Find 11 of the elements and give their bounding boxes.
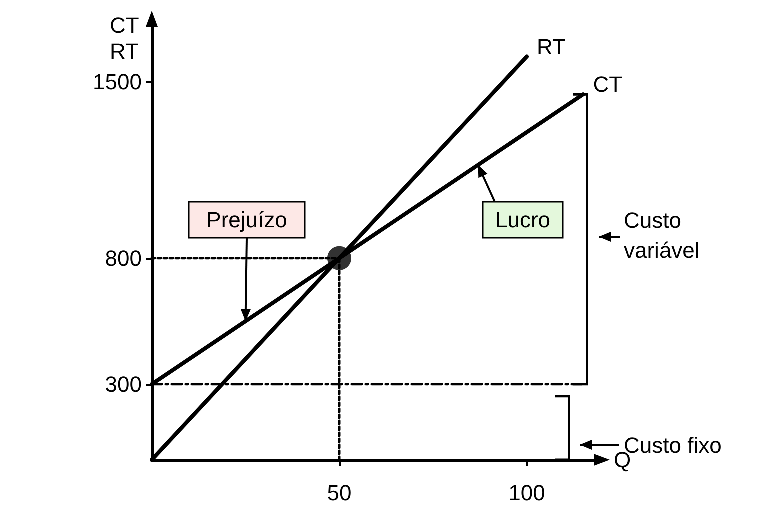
annotation: Lucro xyxy=(495,208,551,232)
y-tick-label: 1500 xyxy=(93,70,142,94)
annotation: Prejuízo xyxy=(206,208,288,232)
y-tick-label: 300 xyxy=(105,372,142,397)
series-label: RT xyxy=(537,34,566,60)
x-tick-label: 100 xyxy=(508,480,546,506)
series-label: CT xyxy=(593,72,623,98)
y-axis-title: CT RT xyxy=(110,13,140,64)
x-tick-label: 50 xyxy=(327,480,352,506)
text: Custo variável xyxy=(624,208,700,262)
y-tick-label: 800 xyxy=(105,246,142,271)
